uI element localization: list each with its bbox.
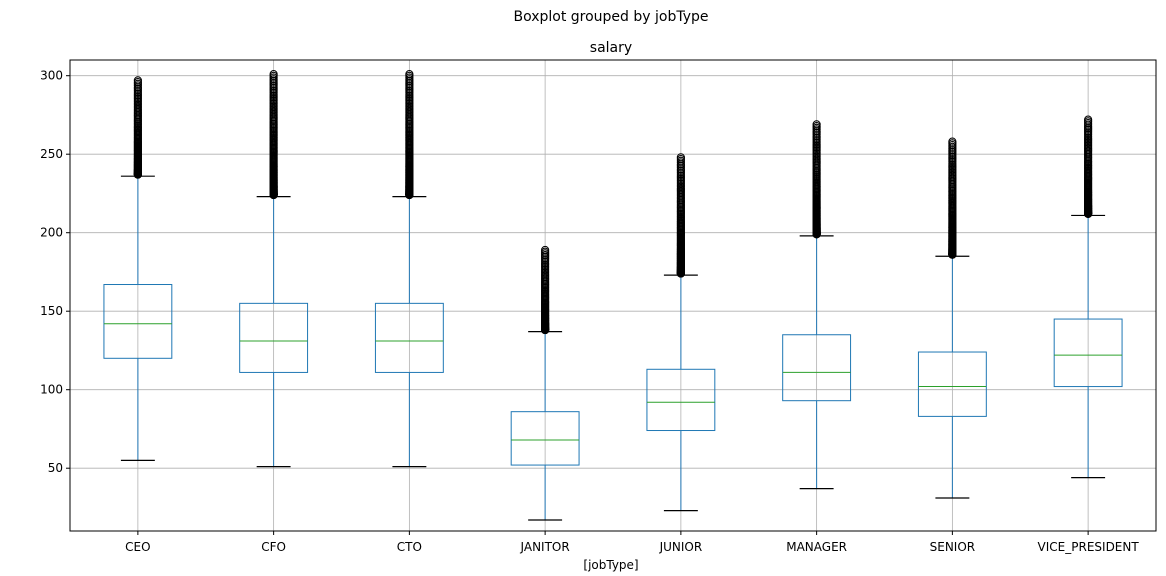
y-tick-label: 50 <box>48 461 63 475</box>
iqr-box <box>239 302 309 373</box>
y-axis: 50 100 150 200 250 300 <box>40 69 70 475</box>
figure-suptitle: Boxplot grouped by jobType <box>513 9 708 25</box>
iqr-box <box>917 351 987 417</box>
x-tick-label: JUNIOR <box>659 540 703 554</box>
outlier-point <box>269 70 278 79</box>
axes-title: salary <box>590 40 632 56</box>
box-vice-president <box>1053 115 1123 479</box>
y-tick-label: 250 <box>40 147 63 161</box>
box-group <box>103 70 1123 521</box>
outlier-point <box>812 120 821 129</box>
iqr-box <box>510 411 580 466</box>
outlier-point <box>676 153 685 162</box>
box-manager <box>782 120 852 490</box>
outlier-point <box>1084 115 1093 124</box>
box-junior <box>646 153 716 512</box>
box-senior <box>917 137 987 499</box>
x-tick-label: MANAGER <box>786 540 847 554</box>
x-tick-label: CTO <box>397 540 422 554</box>
iqr-box <box>782 334 852 402</box>
x-tick-label: SENIOR <box>930 540 976 554</box>
y-tick-label: 100 <box>40 383 63 397</box>
outlier-point <box>405 70 414 79</box>
outlier-point <box>541 245 550 255</box>
x-axis-label: [jobType] <box>583 558 638 572</box>
x-axis: CEO CFO CTO JANITOR JUNIOR MANAGER SENIOR VICE_… <box>125 531 1139 554</box>
iqr-box <box>374 302 444 373</box>
outlier-point <box>133 76 142 85</box>
box-cto <box>374 70 444 468</box>
y-tick-label: 150 <box>40 304 63 318</box>
box-janitor <box>510 245 580 521</box>
x-tick-label: CFO <box>261 540 286 554</box>
grid-lines <box>70 60 1156 531</box>
box-cfo <box>239 70 309 468</box>
outlier-point <box>948 137 957 146</box>
iqr-box <box>103 284 173 359</box>
y-tick-label: 300 <box>40 69 63 83</box>
x-tick-label: VICE_PRESIDENT <box>1038 540 1140 554</box>
box-ceo <box>103 76 173 461</box>
x-tick-label: CEO <box>125 540 150 554</box>
plot-frame <box>69 59 1157 532</box>
x-tick-label: JANITOR <box>520 540 570 554</box>
y-tick-label: 200 <box>40 226 63 240</box>
iqr-box <box>1053 318 1123 388</box>
iqr-box <box>646 368 716 432</box>
